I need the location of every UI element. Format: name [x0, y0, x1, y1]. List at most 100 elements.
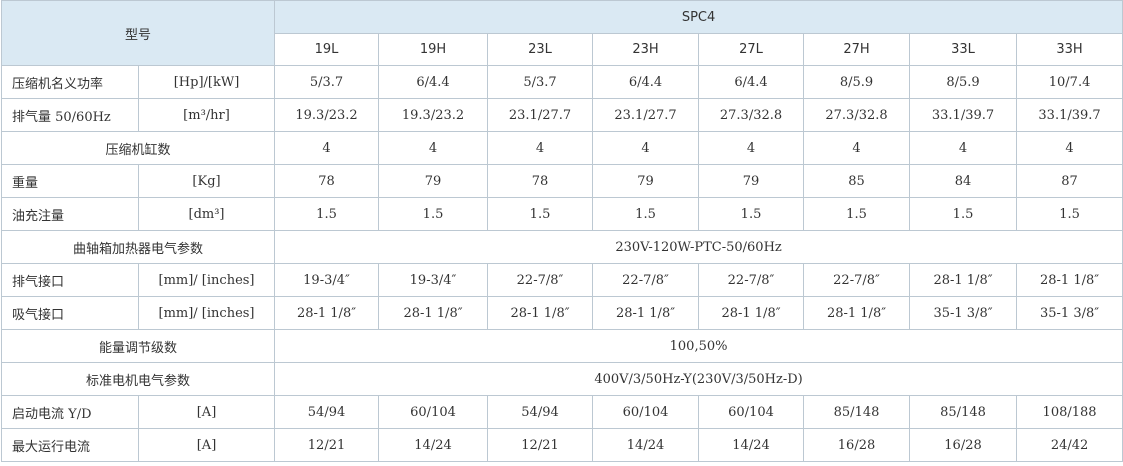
header-row-models: 19L 19H 23L 23H 27L 27H 33L 33H [2, 33, 1123, 66]
cell-value: 33.1/39.7 [909, 98, 1018, 132]
cell-value: 4 [698, 131, 805, 165]
model-name: 19H [378, 33, 489, 66]
cell-value: 19.3/23.2 [274, 98, 380, 132]
cell-value: 23.1/27.7 [592, 98, 700, 132]
cell-value: 24/42 [1016, 428, 1123, 462]
model-name: 23H [592, 33, 700, 66]
cell-value: 1.5 [378, 197, 489, 231]
cell-value: 33.1/39.7 [1016, 98, 1123, 132]
row-label: 最大运行电流 [1, 428, 139, 462]
row-label: 能量调节级数 [0, 329, 276, 363]
row-unit: [A] [137, 428, 276, 462]
cell-value: 14/24 [592, 428, 700, 462]
cell-value: 8/5.9 [909, 65, 1018, 99]
cell-value: 60/104 [592, 395, 700, 429]
cell-value: 4 [909, 131, 1018, 165]
model-name: 33H [1016, 33, 1123, 66]
cell-value: 28-1 1/8″ [1016, 263, 1123, 297]
cell-value: 1.5 [909, 197, 1018, 231]
cell-value: 79 [592, 164, 700, 198]
cell-value: 87 [1016, 164, 1123, 198]
cell-value: 27.3/32.8 [803, 98, 911, 132]
cell-value: 8/5.9 [803, 65, 911, 99]
cell-value: 28-1 1/8″ [592, 296, 700, 330]
cell-value: 22-7/8″ [487, 263, 594, 297]
cell-value: 12/21 [274, 428, 380, 462]
table-row: 吸气接口 [mm]/ [inches] 28-1 1/8″ 28-1 1/8″ 28-1… [1, 296, 1123, 330]
table-row: 曲轴箱加热器电气参数 230V-120W-PTC-50/60Hz [0, 230, 1123, 264]
cell-value: 28-1 1/8″ [698, 296, 805, 330]
table-row: 标准电机电气参数 400V/3/50Hz-Y(230V/3/50Hz-D) [0, 362, 1123, 396]
cell-value: 5/3.7 [274, 65, 380, 99]
cell-value: 22-7/8″ [698, 263, 805, 297]
row-label: 吸气接口 [1, 296, 139, 330]
cell-value: 28-1 1/8″ [803, 296, 911, 330]
cell-value: 85 [803, 164, 911, 198]
series-name: SPC4 [274, 0, 1123, 34]
table-row: 启动电流 Y/D [A] 54/94 60/104 54/94 60/104 60/104 8… [1, 395, 1123, 429]
cell-value: 78 [274, 164, 380, 198]
merged-value: 100,50% [274, 329, 1123, 363]
cell-value: 108/188 [1016, 395, 1123, 429]
row-unit: [A] [137, 395, 276, 429]
cell-value: 84 [909, 164, 1018, 198]
row-label: 排气接口 [1, 263, 139, 297]
cell-value: 5/3.7 [487, 65, 594, 99]
row-label: 重量 [1, 164, 139, 198]
cell-value: 28-1 1/8″ [487, 296, 594, 330]
cell-value: 16/28 [909, 428, 1018, 462]
cell-value: 4 [592, 131, 700, 165]
cell-value: 6/4.4 [592, 65, 700, 99]
cell-value: 4 [1016, 131, 1123, 165]
cell-value: 19-3/4″ [274, 263, 380, 297]
cell-value: 19.3/23.2 [378, 98, 489, 132]
cell-value: 85/148 [909, 395, 1018, 429]
cell-value: 1.5 [803, 197, 911, 231]
row-label: 压缩机缸数 [0, 131, 276, 165]
model-name: 27H [803, 33, 911, 66]
row-unit: [dm³] [137, 197, 276, 231]
table-row: 重量 [Kg] 78 79 78 79 79 85 84 87 [1, 164, 1123, 198]
cell-value: 12/21 [487, 428, 594, 462]
cell-value: 22-7/8″ [803, 263, 911, 297]
row-unit: [m³/hr] [137, 98, 276, 132]
table-row: 能量调节级数 100,50% [0, 329, 1123, 363]
cell-value: 54/94 [274, 395, 380, 429]
row-label: 启动电流 Y/D [1, 395, 139, 429]
row-label: 油充注量 [1, 197, 139, 231]
cell-value: 35-1 3/8″ [1016, 296, 1123, 330]
cell-value: 60/104 [698, 395, 805, 429]
cell-value: 16/28 [803, 428, 911, 462]
cell-value: 4 [803, 131, 911, 165]
cell-value: 1.5 [274, 197, 380, 231]
row-unit: [mm]/ [inches] [137, 263, 276, 297]
cell-value: 6/4.4 [378, 65, 489, 99]
row-label: 排气量 50/60Hz [1, 98, 139, 132]
cell-value: 28-1 1/8″ [274, 296, 380, 330]
cell-value: 1.5 [698, 197, 805, 231]
model-header-label: 型号 [0, 0, 276, 66]
row-unit: [mm]/ [inches] [137, 296, 276, 330]
cell-value: 10/7.4 [1016, 65, 1123, 99]
cell-value: 54/94 [487, 395, 594, 429]
cell-value: 23.1/27.7 [487, 98, 594, 132]
table-row: 压缩机名义功率 [Hp]/[kW] 5/3.7 6/4.4 5/3.7 6/4.4 6/4.… [1, 65, 1123, 99]
row-unit: [Kg] [137, 164, 276, 198]
cell-value: 6/4.4 [698, 65, 805, 99]
cell-value: 19-3/4″ [378, 263, 489, 297]
cell-value: 4 [274, 131, 380, 165]
cell-value: 60/104 [378, 395, 489, 429]
cell-value: 4 [378, 131, 489, 165]
model-name: 19L [274, 33, 380, 66]
cell-value: 85/148 [803, 395, 911, 429]
header-row-series: 型号 SPC4 [0, 0, 1123, 66]
model-name: 27L [698, 33, 805, 66]
table-row: 油充注量 [dm³] 1.5 1.5 1.5 1.5 1.5 1.5 1.5 1.5 [1, 197, 1123, 231]
cell-value: 22-7/8″ [592, 263, 700, 297]
row-label: 标准电机电气参数 [0, 362, 276, 396]
cell-value: 79 [698, 164, 805, 198]
cell-value: 27.3/32.8 [698, 98, 805, 132]
table-row: 排气量 50/60Hz [m³/hr] 19.3/23.2 19.3/23.2 23.1… [1, 98, 1123, 132]
cell-value: 1.5 [1016, 197, 1123, 231]
model-name: 23L [487, 33, 594, 66]
